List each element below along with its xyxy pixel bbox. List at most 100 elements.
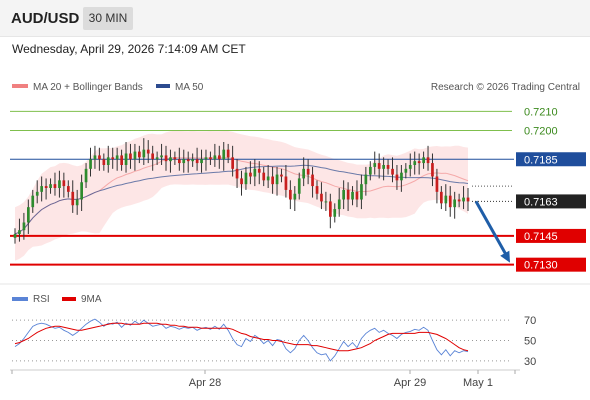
last-price-label-box — [516, 194, 586, 209]
candle-body — [98, 155, 101, 160]
candle-body — [178, 159, 181, 164]
candle-body — [164, 155, 168, 162]
candle-body — [27, 207, 30, 223]
candle-body — [129, 153, 132, 160]
candle-body — [155, 157, 159, 160]
candle-body — [213, 155, 217, 160]
resistance-label: 0.7200 — [524, 126, 558, 138]
candle-body — [457, 199, 461, 202]
candle-body — [160, 155, 163, 158]
candle-body — [53, 184, 57, 188]
candle-body — [280, 174, 283, 177]
candle-body — [71, 191, 75, 206]
x-axis: Apr 28 Apr 29 May 1 — [11, 370, 516, 389]
candle-body — [249, 172, 252, 177]
legend-rsi-ma-swatch — [62, 297, 76, 301]
candle-body — [413, 161, 417, 165]
candle-body — [293, 193, 297, 200]
candle-body — [84, 168, 88, 183]
candle-body — [186, 159, 190, 162]
candle-body — [391, 168, 394, 175]
candle-body — [329, 201, 332, 217]
candle-body — [462, 197, 465, 202]
candle-body — [169, 157, 172, 162]
candle-body — [222, 149, 226, 160]
candle-body — [115, 155, 119, 160]
candle-body — [191, 159, 194, 162]
candle-body — [89, 159, 92, 169]
rsi-tick-label: 30 — [524, 356, 536, 368]
candle-body — [422, 157, 425, 164]
candle-body — [311, 174, 314, 187]
candle-body — [444, 195, 448, 204]
candle-body — [408, 165, 412, 169]
rsi-tick-label: 70 — [524, 315, 536, 327]
candle-body — [151, 153, 154, 160]
candle-body — [351, 191, 354, 200]
candle-body — [297, 178, 301, 194]
x-tick-label: Apr 28 — [189, 377, 221, 389]
candle-body — [266, 176, 270, 181]
candle-body — [453, 199, 456, 208]
legend-rsi-ma-label: 9MA — [81, 294, 102, 305]
legend-rsi-swatch — [12, 297, 28, 301]
legend-ma50-swatch — [156, 84, 170, 88]
candle-body — [226, 149, 230, 158]
candle-body — [173, 157, 177, 160]
candle-body — [435, 176, 439, 192]
candle-body — [324, 201, 328, 203]
candle-body — [231, 157, 234, 169]
candle-body — [120, 155, 123, 165]
support-label-box — [516, 228, 586, 243]
copyright: Research © 2026 Trading Central — [431, 82, 580, 93]
support-label-box — [516, 257, 586, 272]
candle-body — [262, 172, 266, 181]
last-price-label: 0.7163 — [524, 196, 558, 208]
timeframe-badge[interactable]: 30 MIN — [83, 7, 133, 30]
candle-body — [49, 184, 52, 188]
candle-body — [22, 222, 26, 231]
candle-body — [204, 157, 208, 160]
candle-body — [342, 189, 345, 200]
pivot-label-box — [516, 152, 586, 167]
candle-body — [333, 209, 337, 217]
support-label: 0.7130 — [524, 260, 558, 272]
candle-body — [75, 199, 79, 206]
candle-body — [355, 191, 359, 200]
candle-body — [182, 159, 186, 164]
pivot-label: 0.7185 — [524, 154, 558, 166]
candle-body — [235, 168, 239, 179]
candle-body — [364, 174, 368, 185]
candle-body — [440, 191, 443, 204]
forecast-arrow-shaft — [474, 200, 508, 256]
candle-body — [306, 168, 310, 175]
candle-body — [400, 172, 403, 181]
candle-body — [382, 165, 385, 169]
bollinger-band — [15, 130, 468, 261]
candle-body — [80, 182, 83, 200]
timestamp: Wednesday, April 29, 2026 7:14:09 AM CET — [12, 42, 246, 56]
candle-body — [124, 153, 128, 165]
candle-body — [395, 174, 399, 181]
candle-body — [18, 230, 21, 234]
candle-body — [133, 151, 137, 160]
candle-body — [404, 168, 408, 173]
candle-body — [102, 159, 106, 165]
candle-body — [40, 186, 43, 192]
rsi-panel: 70 50 30 — [12, 315, 536, 368]
legend-bollinger-swatch — [12, 84, 28, 88]
x-tick-label: May 1 — [463, 377, 493, 389]
candle-body — [44, 186, 48, 188]
candle-body — [320, 193, 323, 202]
candle-body — [209, 157, 212, 160]
price-panel: 0.7210 0.7200 0.7185 0.7163 0.7145 0.7130 — [10, 106, 586, 272]
candle-body — [302, 168, 305, 179]
candle-body — [275, 174, 279, 185]
candle-body — [106, 157, 110, 165]
candle-body — [200, 159, 203, 164]
support-label: 0.7145 — [524, 231, 558, 243]
legend-bollinger-label: MA 20 + Bollinger Bands — [33, 82, 143, 93]
candle-body — [466, 197, 470, 202]
candle-body — [244, 172, 248, 185]
